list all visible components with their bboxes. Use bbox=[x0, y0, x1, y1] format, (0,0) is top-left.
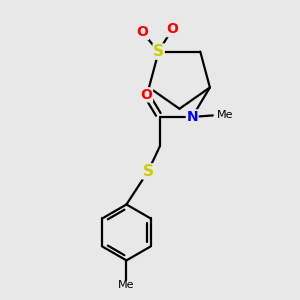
Text: N: N bbox=[186, 110, 198, 124]
Text: O: O bbox=[136, 26, 148, 39]
Text: Me: Me bbox=[118, 280, 135, 290]
Text: Me: Me bbox=[217, 110, 234, 120]
Text: S: S bbox=[153, 44, 164, 59]
Text: O: O bbox=[141, 88, 152, 102]
Text: S: S bbox=[142, 164, 154, 179]
Text: O: O bbox=[166, 22, 178, 37]
